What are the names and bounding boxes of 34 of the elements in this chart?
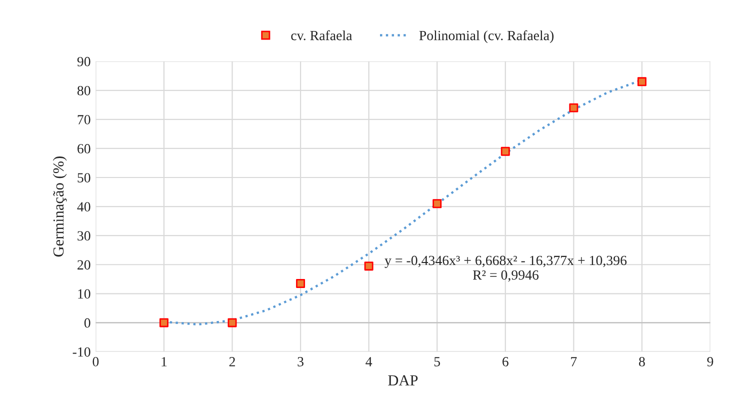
- legend-label: cv. Rafaela: [291, 30, 352, 40]
- y-tick-label: 20: [78, 260, 90, 270]
- point: [637, 77, 646, 86]
- y-tick-label: 80: [77, 86, 90, 96]
- x-tick-label: 9: [707, 357, 714, 366]
- y-tick-label: -10: [72, 347, 90, 357]
- x-tick-label: 8: [639, 357, 645, 366]
- annotation: y = -0,4346x³ + 6,668x² - 16,377x + 10,396 R² = 0,9946: [384, 256, 627, 282]
- legend-label: Polinomial (cv. Rafaela): [419, 30, 554, 44]
- point: [159, 318, 168, 328]
- y-tick-label: 90: [77, 56, 90, 66]
- x-tick-label: 3: [298, 357, 304, 366]
- point: [228, 318, 237, 328]
- x-tick-label: 5: [434, 357, 440, 366]
- x-tick-label: 7: [571, 357, 577, 366]
- y-tick-label: 0: [84, 318, 90, 328]
- y-tick-label: 70: [78, 115, 90, 124]
- x-tick-label: 1: [162, 357, 167, 366]
- point: [500, 146, 510, 156]
- point: [432, 199, 442, 208]
- y-tick-label: 10: [78, 289, 90, 299]
- x-tick-label: 4: [366, 357, 372, 366]
- y-tick-label: 40: [77, 202, 90, 212]
- point: [569, 103, 578, 112]
- x-tick-label: 6: [502, 357, 508, 366]
- y-tick-label: 30: [78, 231, 90, 241]
- y-axis-title: Germinação (%): [52, 156, 67, 257]
- x-tick-label: 0: [92, 357, 99, 366]
- point: [296, 279, 306, 288]
- point: [364, 262, 374, 271]
- x-tick-label: 2: [229, 357, 235, 366]
- x-axis-title: DAP: [388, 375, 418, 386]
- y-tick-label: 60: [78, 144, 90, 154]
- y-tick-label: 50: [78, 173, 90, 182]
